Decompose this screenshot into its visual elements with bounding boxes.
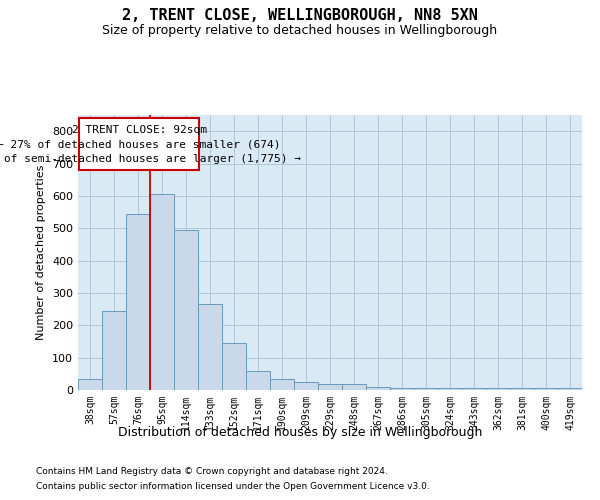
Bar — [558, 388, 582, 390]
Bar — [102, 310, 126, 390]
Bar — [198, 304, 222, 390]
Y-axis label: Number of detached properties: Number of detached properties — [37, 165, 46, 340]
Bar — [342, 384, 366, 390]
Text: 71% of semi-detached houses are larger (1,775) →: 71% of semi-detached houses are larger (… — [0, 154, 301, 164]
Bar — [534, 388, 558, 390]
Bar — [126, 214, 150, 390]
Bar — [294, 382, 318, 390]
Bar — [78, 378, 102, 390]
Text: 2, TRENT CLOSE, WELLINGBOROUGH, NN8 5XN: 2, TRENT CLOSE, WELLINGBOROUGH, NN8 5XN — [122, 8, 478, 22]
Bar — [486, 388, 510, 390]
Bar — [174, 230, 198, 390]
Bar — [462, 388, 486, 390]
Bar — [366, 387, 390, 390]
Bar — [150, 194, 174, 390]
Bar — [414, 388, 438, 390]
Bar — [438, 388, 462, 390]
Bar — [222, 343, 246, 390]
Text: 2 TRENT CLOSE: 92sqm: 2 TRENT CLOSE: 92sqm — [72, 124, 206, 134]
Text: Contains public sector information licensed under the Open Government Licence v3: Contains public sector information licen… — [36, 482, 430, 491]
Bar — [510, 388, 534, 390]
Bar — [390, 388, 414, 390]
Text: Distribution of detached houses by size in Wellingborough: Distribution of detached houses by size … — [118, 426, 482, 439]
Text: ← 27% of detached houses are smaller (674): ← 27% of detached houses are smaller (67… — [0, 139, 281, 149]
Text: Size of property relative to detached houses in Wellingborough: Size of property relative to detached ho… — [103, 24, 497, 37]
Bar — [270, 378, 294, 390]
Bar — [318, 384, 342, 390]
Text: Contains HM Land Registry data © Crown copyright and database right 2024.: Contains HM Land Registry data © Crown c… — [36, 467, 388, 476]
Bar — [246, 370, 270, 390]
